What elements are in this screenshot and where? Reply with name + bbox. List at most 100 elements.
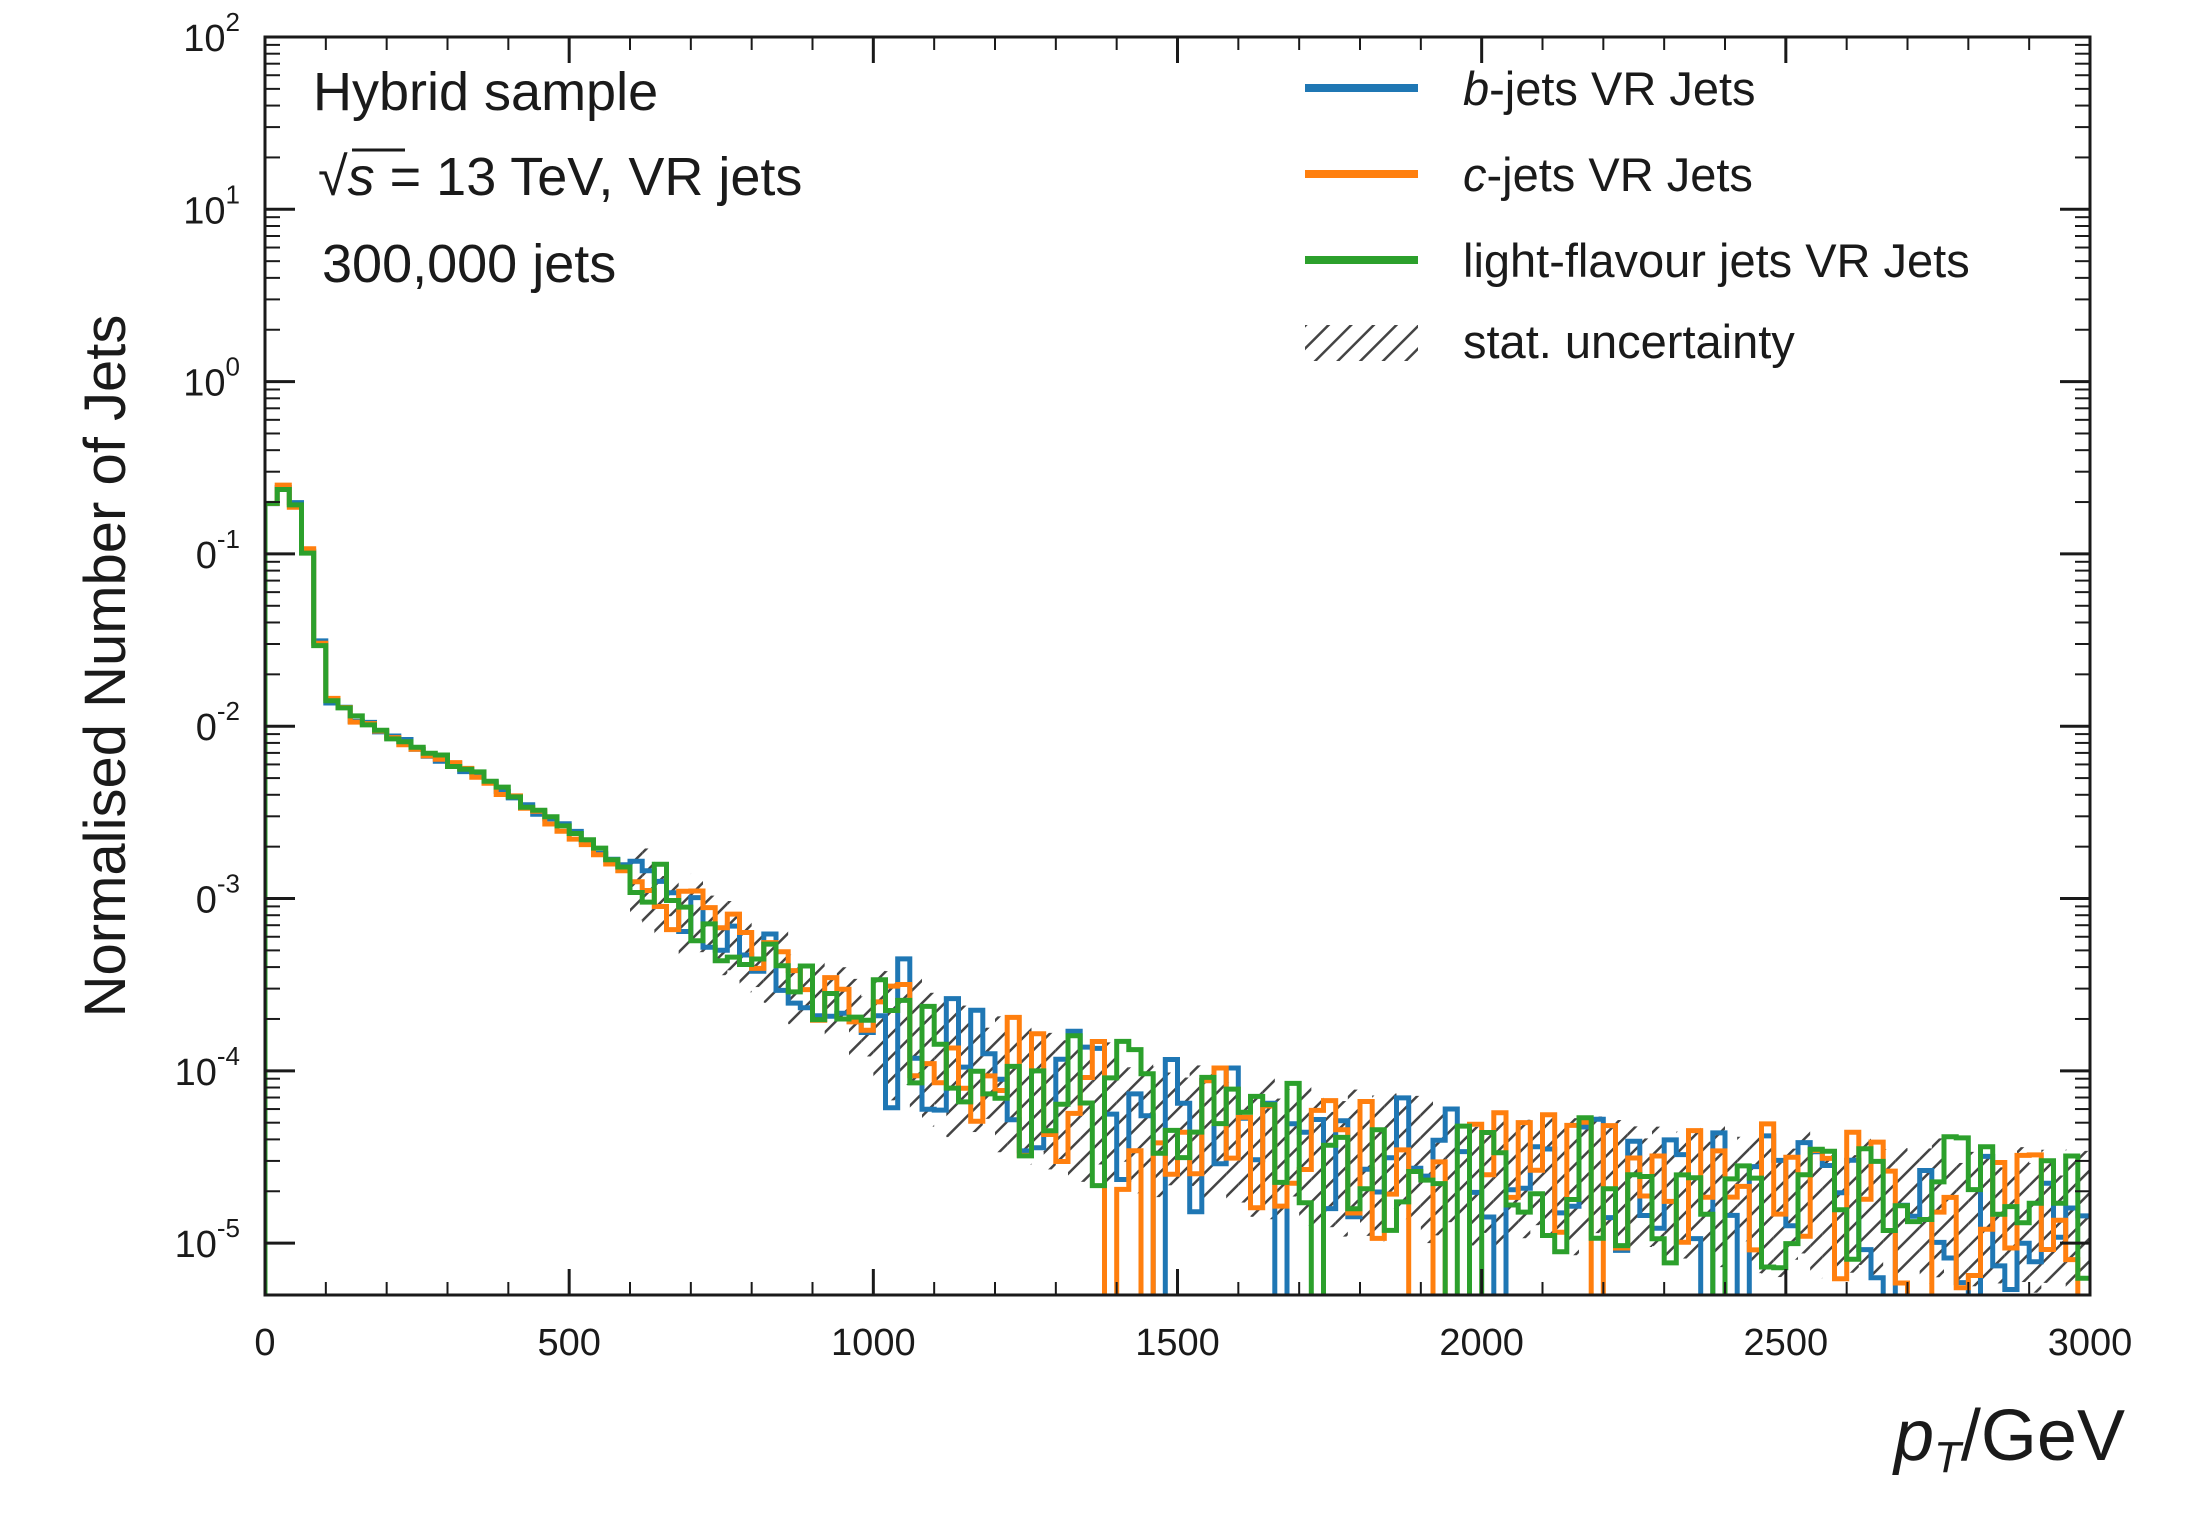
y-tick-label: 0-1 — [196, 524, 240, 577]
uncertainty-band — [1408, 1095, 1421, 1221]
uncertainty-band — [1311, 1093, 1324, 1229]
uncertainty-band — [1128, 1067, 1141, 1194]
uncertainty-band — [1712, 1123, 1725, 1268]
uncertainty-band — [1895, 1148, 1908, 1279]
uncertainty-band — [1506, 1128, 1519, 1243]
legend-label-c: c-jets VR Jets — [1463, 148, 1753, 201]
annotation-energy: √s = 13 TeV, VR jets — [318, 147, 802, 207]
y-tick-label: 102 — [183, 7, 240, 60]
x-tick-label: 3000 — [2048, 1322, 2133, 1364]
y-tick-base: 0 — [196, 880, 217, 922]
y-tick-exp: -4 — [217, 1041, 240, 1071]
uncertainty-band — [812, 960, 825, 1009]
uncertainty-band — [1944, 1165, 1957, 1255]
uncertainty-band — [1603, 1126, 1616, 1238]
uncertainty-band — [1445, 1116, 1458, 1223]
uncertainty-band — [1992, 1167, 2005, 1284]
legend: b-jets VR Jets c-jets VR Jets light-flav… — [1305, 62, 1970, 368]
uncertainty-band — [1761, 1141, 1774, 1275]
uncertainty-band — [934, 995, 947, 1105]
legend-label-b: b-jets VR Jets — [1463, 62, 1756, 115]
uncertainty-band — [2004, 1166, 2017, 1262]
uncertainty-band — [1055, 1040, 1068, 1162]
uncertainty-band — [1688, 1126, 1701, 1257]
uncertainty-band — [836, 967, 849, 1023]
sqrt-symbol: √ — [318, 147, 348, 207]
uncertainty-band — [1554, 1125, 1567, 1234]
uncertainty-band — [1737, 1136, 1750, 1242]
uncertainty-band — [1518, 1119, 1531, 1239]
y-tick-base: 10 — [175, 1224, 217, 1266]
uncertainty-band — [1883, 1149, 1896, 1250]
uncertainty-band — [1153, 1066, 1166, 1198]
y-tick-label: 10-4 — [175, 1041, 240, 1094]
y-tick-label: 10-5 — [175, 1213, 240, 1266]
x-tick-label: 0 — [254, 1322, 275, 1364]
y-tick-base: 0 — [196, 707, 217, 749]
legend-label-uncertainty: stat. uncertainty — [1463, 315, 1795, 368]
y-tick-base: 0 — [196, 535, 217, 577]
uncertainty-band — [1031, 1037, 1044, 1152]
uncertainty-band — [1226, 1082, 1239, 1199]
uncertainty-band — [727, 901, 740, 971]
uncertainty-band — [1274, 1098, 1287, 1219]
y-tick-base: 10 — [175, 1052, 217, 1094]
x-axis-label-sub: T — [1934, 1433, 1964, 1482]
uncertainty-band — [1299, 1086, 1312, 1226]
uncertainty-band — [2017, 1147, 2030, 1283]
uncertainty-band — [1639, 1138, 1652, 1247]
uncertainty-band — [1116, 1067, 1129, 1162]
uncertainty-band — [1956, 1162, 1969, 1290]
uncertainty-band — [776, 927, 789, 996]
y-tick-label: 101 — [183, 179, 240, 232]
uncertainty-band — [873, 970, 886, 1082]
y-tick-label: 0-3 — [196, 869, 240, 922]
uncertainty-band — [1798, 1129, 1811, 1254]
uncertainty-band — [885, 971, 898, 1101]
x-axis-label-var: p — [1892, 1396, 1934, 1476]
uncertainty-band — [1615, 1120, 1628, 1247]
uncertainty-band — [1347, 1089, 1360, 1211]
y-tick-base: 10 — [183, 190, 225, 232]
uncertainty-band — [1092, 1060, 1105, 1165]
uncertainty-band — [1919, 1148, 1932, 1284]
uncertainty-band — [1700, 1141, 1713, 1246]
uncertainty-band — [1871, 1161, 1884, 1281]
y-tick-exp: -3 — [217, 869, 240, 899]
uncertainty-band — [630, 850, 643, 921]
uncertainty-band — [1068, 1035, 1081, 1181]
uncertainty-band — [1566, 1118, 1579, 1256]
x-axis: 0 500 1000 1500 2000 2500 3000 — [254, 37, 2132, 1364]
x-tick-label: 1500 — [1135, 1322, 1220, 1364]
uncertainty-band — [946, 1009, 959, 1138]
uncertainty-band — [1262, 1078, 1275, 1220]
uncertainty-band — [1360, 1109, 1373, 1236]
uncertainty-band — [1664, 1148, 1677, 1264]
y-tick-exp: -2 — [217, 696, 240, 726]
uncertainty-band — [1785, 1148, 1798, 1260]
uncertainty-band — [995, 1016, 1008, 1153]
x-axis-label: pT/GeV — [1892, 1396, 2125, 1482]
uncertainty-band — [897, 982, 910, 1086]
uncertainty-band — [1420, 1098, 1433, 1244]
energy-rest: = 13 TeV, VR jets — [375, 147, 803, 207]
x-tick-label: 2000 — [1439, 1322, 1524, 1364]
uncertainty-band — [1384, 1093, 1397, 1209]
y-tick-exp: 0 — [226, 352, 240, 382]
series-line-c — [265, 482, 2081, 1295]
annotation-jet-count: 300,000 jets — [322, 234, 616, 294]
y-axis-label: Normalised Number of Jets — [73, 315, 138, 1018]
uncertainty-band — [1238, 1098, 1251, 1203]
uncertainty-band — [1810, 1154, 1823, 1279]
uncertainty-band — [1396, 1096, 1409, 1220]
uncertainty-band — [1201, 1073, 1214, 1207]
uncertainty-band — [1287, 1089, 1300, 1197]
uncertainty-band — [1980, 1149, 1993, 1285]
uncertainty-band — [1591, 1116, 1604, 1234]
x-axis-label-unit: /GeV — [1961, 1396, 2125, 1476]
uncertainty-band — [1019, 1023, 1032, 1165]
y-tick-exp: 1 — [226, 179, 240, 209]
uncertainty-band — [1469, 1126, 1482, 1246]
